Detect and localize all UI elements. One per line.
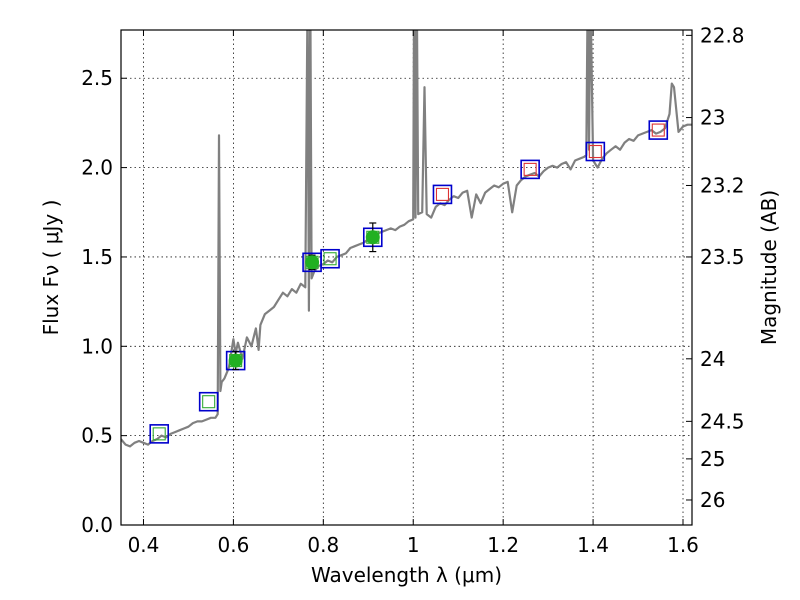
x-tick-label: 1.4 <box>577 533 609 557</box>
model-box-layer <box>149 120 669 444</box>
x-tick-label: 0.8 <box>307 533 339 557</box>
x-tick-label: 0.6 <box>217 533 249 557</box>
model-box-inner <box>588 144 602 159</box>
x-tick-label: 1.6 <box>667 533 699 557</box>
photometry-point <box>365 230 380 245</box>
y-axis-title: Flux Fν ( μJy ) <box>39 200 63 336</box>
grid <box>121 30 692 526</box>
model-box-inner <box>523 162 537 176</box>
model-box-outer <box>320 248 340 269</box>
right-tick-label: 23.5 <box>700 245 745 269</box>
right-axis-title: Magnitude (AB) <box>757 190 781 345</box>
y-tick-label: 1.0 <box>81 334 113 358</box>
model-box-outer <box>149 424 170 444</box>
y-tick-label: 0.0 <box>81 513 113 537</box>
y-tick-label: 2.5 <box>81 66 113 90</box>
model-box-inner <box>651 123 665 137</box>
right-axis: 22.8 23 23.2 23.5 24 24.5 25 26 <box>686 23 745 512</box>
model-box-outer <box>585 141 606 162</box>
photometry-point <box>228 353 243 368</box>
model-box-inner <box>152 427 166 441</box>
model-box-outer <box>648 120 669 140</box>
spectrum-layer <box>121 30 692 448</box>
model-box-outer <box>432 184 453 205</box>
right-tick-label: 26 <box>700 488 725 512</box>
right-tick-label: 24.5 <box>700 409 745 433</box>
x-axis: 0.4 0.6 0.8 1 1.2 1.4 1.6 <box>128 30 699 557</box>
x-tick-label: 0.4 <box>128 533 160 557</box>
plot-frame <box>120 29 693 526</box>
x-tick-label: 1.2 <box>487 533 519 557</box>
y-axis: 0.0 0.5 1.0 1.5 2.0 2.5 <box>81 66 127 537</box>
y-tick-label: 0.5 <box>81 424 113 448</box>
model-box-inner <box>202 395 216 409</box>
right-tick-label: 24 <box>700 347 725 371</box>
x-axis-title: Wavelength λ (μm) <box>311 563 502 587</box>
right-tick-label: 22.8 <box>700 23 745 47</box>
y-tick-label: 2.0 <box>81 156 113 180</box>
photometry-layer <box>228 222 380 371</box>
model-box-outer <box>520 159 540 180</box>
model-box-inner <box>323 252 337 266</box>
photometry-point <box>305 255 320 270</box>
x-tick-label: 1 <box>407 533 420 557</box>
right-tick-label: 23.2 <box>700 173 745 197</box>
model-box-outer <box>198 391 219 412</box>
y-tick-label: 1.5 <box>81 245 113 269</box>
spectrum-line <box>121 30 692 448</box>
model-box-inner <box>435 187 450 201</box>
right-tick-label: 23 <box>700 106 725 130</box>
right-tick-label: 25 <box>700 447 725 471</box>
